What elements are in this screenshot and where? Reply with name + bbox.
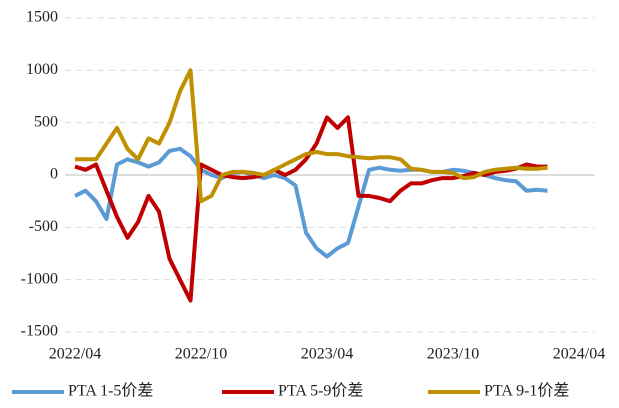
- y-tick-label: -500: [29, 218, 58, 235]
- y-tick-label: 1000: [26, 61, 58, 78]
- series-line: [75, 68, 548, 204]
- y-tick-label: 500: [34, 113, 58, 130]
- x-tick-label: 2024/04: [553, 346, 605, 363]
- y-tick-label: -1000: [21, 270, 58, 287]
- legend-label: PTA 9-1价差: [484, 382, 569, 400]
- y-tick-label: -1500: [21, 323, 58, 340]
- series-line: [74, 146, 548, 259]
- x-tick-label: 2023/10: [427, 346, 479, 363]
- y-tick-label: 0: [50, 166, 58, 183]
- x-tick-label: 2022/04: [49, 346, 101, 363]
- x-tick-label: 2023/04: [301, 346, 353, 363]
- legend-label: PTA 1-5价差: [68, 382, 153, 400]
- x-tick-label: 2022/10: [175, 346, 227, 363]
- legend-label: PTA 5-9价差: [278, 382, 363, 400]
- y-tick-label: 1500: [26, 9, 58, 26]
